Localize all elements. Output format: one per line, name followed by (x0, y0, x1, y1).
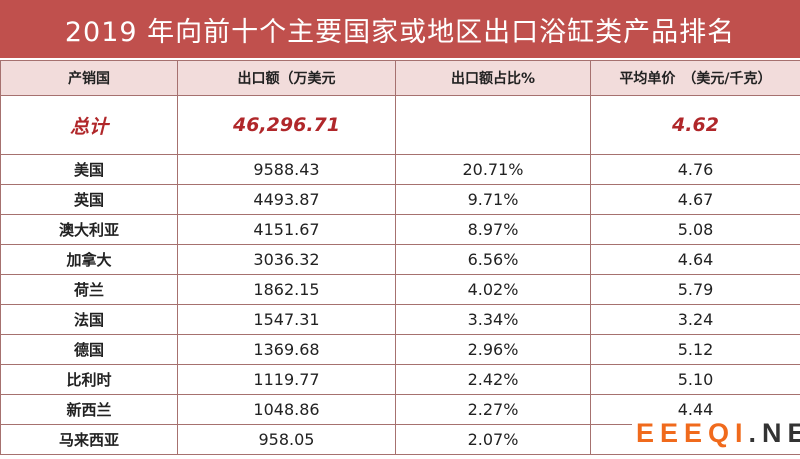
total-price: 4.62 (590, 95, 800, 155)
export-cell: 958.05 (177, 424, 396, 455)
table-row: 比利时 1119.77 2.42% 5.10 (0, 364, 800, 395)
share-cell: 2.42% (395, 364, 591, 395)
price-cell: 5.08 (590, 214, 800, 245)
export-cell: 3036.32 (177, 244, 396, 275)
country-cell: 荷兰 (0, 274, 178, 305)
export-cell: 1369.68 (177, 334, 396, 365)
table-row: 加拿大 3036.32 6.56% 4.64 (0, 244, 800, 275)
country-cell: 马来西亚 (0, 424, 178, 455)
country-cell: 加拿大 (0, 244, 178, 275)
price-cell: 3.24 (590, 304, 800, 335)
share-cell: 3.34% (395, 304, 591, 335)
export-cell: 9588.43 (177, 154, 396, 185)
export-cell: 1547.31 (177, 304, 396, 335)
share-cell: 9.71% (395, 184, 591, 215)
export-cell: 4151.67 (177, 214, 396, 245)
header-row: 产销国 出口额（万美元 出口额占比% 平均单价 （美元/千克） (0, 60, 800, 96)
export-cell: 1048.86 (177, 394, 396, 425)
price-cell: 5.10 (590, 364, 800, 395)
header-share: 出口额占比% (395, 60, 591, 96)
country-cell: 澳大利亚 (0, 214, 178, 245)
total-share (395, 95, 591, 155)
price-cell: 4.67 (590, 184, 800, 215)
country-cell: 法国 (0, 304, 178, 335)
share-cell: 8.97% (395, 214, 591, 245)
total-label: 总计 (0, 95, 178, 155)
total-row: 总计 46,296.71 4.62 (0, 95, 800, 155)
country-cell: 美国 (0, 154, 178, 185)
table-row: 澳大利亚 4151.67 8.97% 5.08 (0, 214, 800, 245)
country-cell: 比利时 (0, 364, 178, 395)
share-cell: 2.27% (395, 394, 591, 425)
price-cell: 4.76 (590, 154, 800, 185)
share-cell: 2.07% (395, 424, 591, 455)
table-row: 法国 1547.31 3.34% 3.24 (0, 304, 800, 335)
export-cell: 1862.15 (177, 274, 396, 305)
header-export: 出口额（万美元 (177, 60, 396, 96)
total-export: 46,296.71 (177, 95, 396, 155)
watermark: EEEQI.NET (632, 418, 800, 449)
price-cell: 5.12 (590, 334, 800, 365)
export-ranking-table: 产销国 出口额（万美元 出口额占比% 平均单价 （美元/千克） 总计 46,29… (0, 60, 800, 455)
table-title: 2019 年向前十个主要国家或地区出口浴缸类产品排名 (0, 0, 800, 58)
export-cell: 1119.77 (177, 364, 396, 395)
table-row: 英国 4493.87 9.71% 4.67 (0, 184, 800, 215)
header-country: 产销国 (0, 60, 178, 96)
export-cell: 4493.87 (177, 184, 396, 215)
price-cell: 4.64 (590, 244, 800, 275)
table-row: 美国 9588.43 20.71% 4.76 (0, 154, 800, 185)
share-cell: 2.96% (395, 334, 591, 365)
share-cell: 6.56% (395, 244, 591, 275)
country-cell: 英国 (0, 184, 178, 215)
share-cell: 20.71% (395, 154, 591, 185)
header-price: 平均单价 （美元/千克） (590, 60, 800, 96)
country-cell: 德国 (0, 334, 178, 365)
country-cell: 新西兰 (0, 394, 178, 425)
table-row: 荷兰 1862.15 4.02% 5.79 (0, 274, 800, 305)
table-row: 德国 1369.68 2.96% 5.12 (0, 334, 800, 365)
price-cell: 5.79 (590, 274, 800, 305)
table-row: 新西兰 1048.86 2.27% 4.44 (0, 394, 800, 425)
share-cell: 4.02% (395, 274, 591, 305)
